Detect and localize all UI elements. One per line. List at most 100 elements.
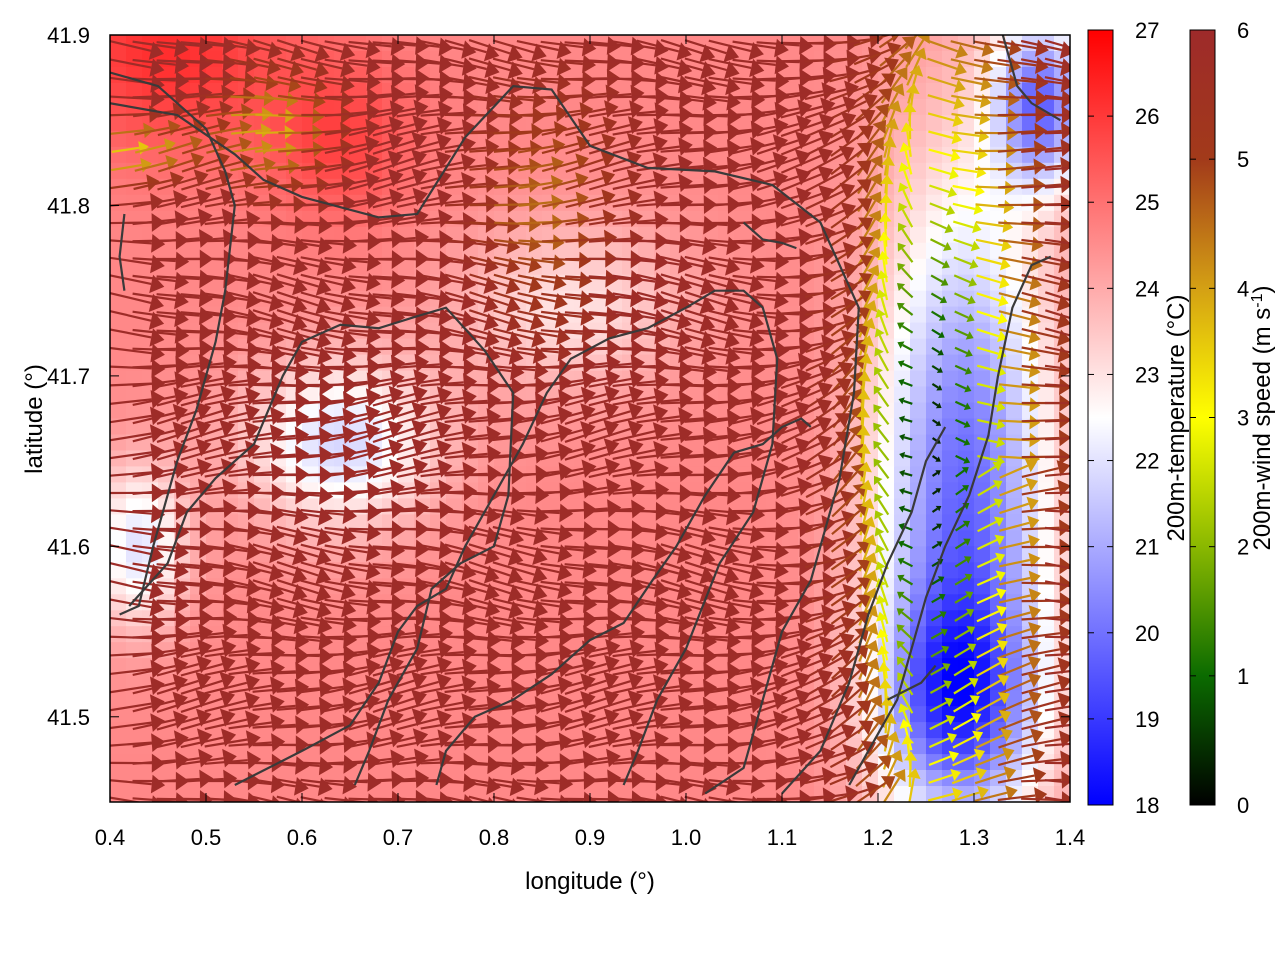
heatmap-cell: [910, 658, 927, 675]
heatmap-cell: [1022, 98, 1039, 116]
heatmap-cell: [734, 402, 751, 420]
heatmap-cell: [126, 114, 143, 132]
heatmap-cell: [302, 402, 319, 420]
heatmap-cell: [590, 258, 607, 276]
heatmap-cell: [926, 98, 943, 116]
heatmap-cell: [974, 594, 991, 611]
heatmap-cell: [942, 338, 959, 356]
heatmap-cell: [734, 386, 751, 404]
heatmap-cell: [686, 130, 703, 148]
heatmap-cell: [958, 226, 975, 244]
heatmap-cell: [910, 274, 927, 292]
heatmap-cell: [494, 226, 511, 244]
heatmap-cell: [942, 402, 959, 420]
heatmap-cell: [638, 210, 655, 228]
heatmap-cell: [638, 194, 655, 212]
heatmap-cell: [942, 194, 959, 212]
heatmap-cell: [942, 450, 959, 468]
heatmap-cell: [126, 530, 143, 547]
temperature-colorbar-tick-label: 23: [1135, 362, 1159, 387]
heatmap-cell: [110, 114, 127, 132]
heatmap-cell: [910, 146, 927, 164]
heatmap-cell: [942, 210, 959, 228]
heatmap-cell: [910, 338, 927, 356]
heatmap-cell: [590, 290, 607, 308]
heatmap-cell: [1006, 226, 1023, 244]
wind-colorbar-title: 200m-wind speed (m s-1): [1249, 286, 1277, 551]
plot-area: [110, 35, 1070, 802]
heatmap-cell: [110, 162, 127, 180]
heatmap-cell: [494, 242, 511, 260]
heatmap-cell: [302, 82, 319, 100]
heatmap-cell: [686, 226, 703, 244]
heatmap-cell: [910, 402, 927, 420]
heatmap-cell: [1038, 546, 1055, 563]
heatmap-cell: [270, 98, 287, 116]
temperature-colorbar-tick-label: 18: [1135, 793, 1159, 818]
heatmap-cell: [926, 242, 943, 260]
heatmap-cell: [894, 450, 911, 468]
heatmap-cell: [110, 482, 127, 499]
heatmap-cell: [206, 242, 223, 260]
temperature-colorbar-title: 200m-temperature (°C): [1163, 294, 1190, 541]
heatmap-cell: [926, 258, 943, 276]
heatmap-cell: [110, 626, 127, 643]
heatmap-cell: [542, 530, 559, 547]
heatmap-cell: [942, 306, 959, 324]
heatmap-cell: [1038, 514, 1055, 531]
heatmap-cell: [110, 370, 127, 388]
heatmap-cell: [910, 258, 927, 276]
heatmap-cell: [1054, 226, 1070, 244]
heatmap-cell: [446, 242, 463, 260]
heatmap-cell: [638, 514, 655, 531]
heatmap-cell: [926, 194, 943, 212]
heatmap-cell: [910, 738, 927, 755]
heatmap-cell: [254, 242, 271, 260]
heatmap-cell: [1006, 450, 1023, 468]
heatmap-cell: [974, 482, 991, 499]
wind-colorbar-tick-label: 4: [1237, 276, 1249, 301]
heatmap-cell: [910, 418, 927, 436]
heatmap-cell: [542, 114, 559, 132]
heatmap-cell: [1006, 546, 1023, 563]
heatmap-cell: [1038, 386, 1055, 404]
heatmap-cell: [158, 258, 175, 276]
heatmap-cell: [110, 306, 127, 324]
heatmap-cell: [942, 370, 959, 388]
heatmap-cell: [910, 130, 927, 148]
heatmap-cell: [958, 370, 975, 388]
wind-colorbar-tick-label: 6: [1237, 18, 1249, 43]
heatmap-cell: [446, 114, 463, 132]
heatmap-cell: [110, 530, 127, 547]
heatmap-cell: [958, 114, 975, 132]
heatmap-cell: [1022, 482, 1039, 499]
wind-colorbar-tick-label: 5: [1237, 147, 1249, 172]
heatmap-cell: [350, 98, 367, 116]
heatmap-cell: [638, 242, 655, 260]
heatmap-cell: [110, 51, 127, 68]
heatmap-cell: [494, 514, 511, 531]
heatmap-cell: [110, 82, 127, 100]
heatmap-cell: [926, 146, 943, 164]
heatmap-cell: [990, 466, 1007, 483]
heatmap-cell: [350, 258, 367, 276]
heatmap-cell: [782, 514, 799, 531]
heatmap-cell: [878, 514, 895, 531]
heatmap-cell: [638, 258, 655, 276]
heatmap-cell: [926, 690, 943, 707]
heatmap-cell: [942, 354, 959, 372]
heatmap-cell: [574, 242, 591, 260]
heatmap-cell: [494, 338, 511, 356]
heatmap-cell: [494, 418, 511, 436]
temperature-colorbar-tick-label: 21: [1135, 535, 1159, 560]
heatmap-cell: [878, 370, 895, 388]
heatmap-cell: [110, 514, 127, 531]
heatmap-cell: [1006, 498, 1023, 515]
heatmap-cell: [910, 162, 927, 180]
heatmap-cell: [926, 210, 943, 228]
heatmap-cell: [910, 530, 927, 547]
temperature-colorbar-tick-label: 27: [1135, 18, 1159, 43]
heatmap-cell: [318, 114, 335, 132]
heatmap-cell: [590, 386, 607, 404]
y-tick-label: 41.5: [47, 705, 90, 730]
